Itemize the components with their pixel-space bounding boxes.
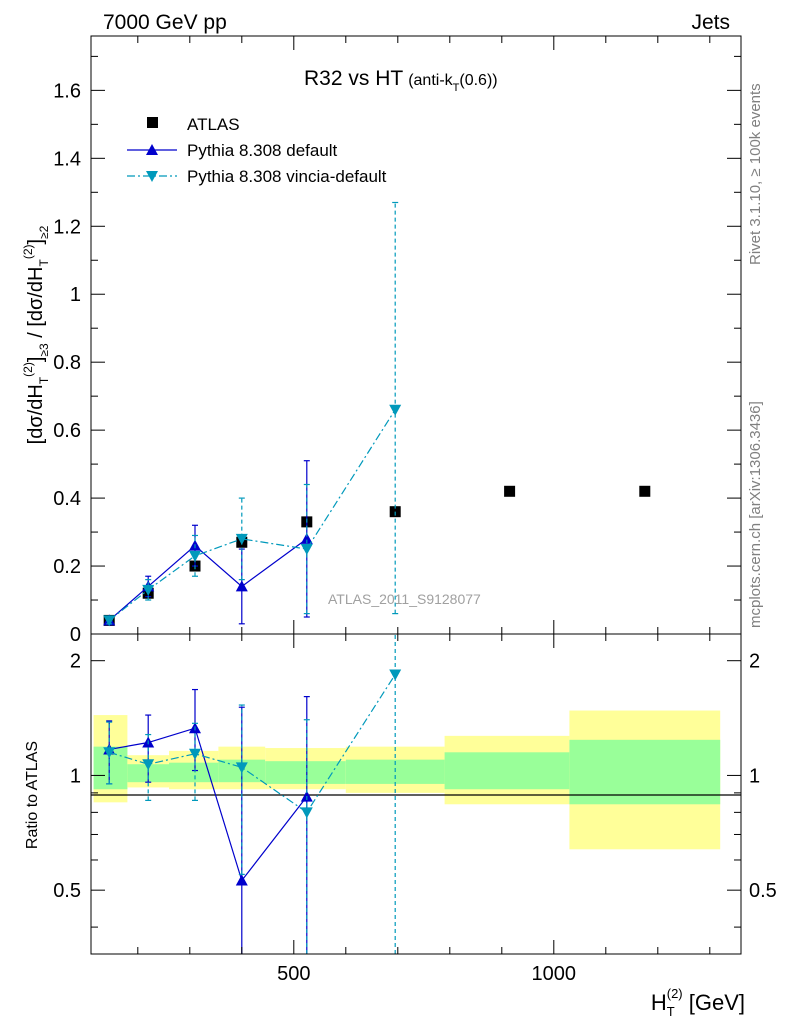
- main-panel: 0 0.2 0.4 0.6 0.8 1 1.2 1.4 1.6 R32 vs HT (anti-k…: [53, 35, 742, 646]
- main-axis-ticks: [91, 36, 741, 635]
- mcplots-reference-label: mcplots.cern.ch [arXiv:1306.3436]: [747, 401, 764, 628]
- ratio-data-point: [300, 807, 313, 819]
- ratio-data-point: [103, 747, 116, 759]
- header-beam-label: 7000 GeV pp: [103, 11, 227, 34]
- ratio-uncertainty-bands: [93, 710, 721, 850]
- main-y-tick-label: 0.6: [53, 420, 81, 442]
- ratio-y-tick-label-right: 2: [749, 651, 760, 673]
- main-series-line: [108, 409, 396, 621]
- main-data-point: [504, 485, 516, 497]
- main-data-point: [142, 584, 155, 596]
- main-data-point: [235, 580, 248, 592]
- main-data-point: [389, 404, 402, 416]
- legend-pythia-default-marker: [146, 144, 158, 155]
- ratio-data-point: [189, 748, 201, 760]
- x-tick-label: 1000: [532, 963, 577, 985]
- ratio-series-1: [103, 634, 402, 954]
- ratio-series-0: [103, 688, 313, 954]
- x-tick-label: 500: [277, 963, 310, 985]
- main-y-tick-label: 1.6: [53, 80, 81, 102]
- ratio-y-axis-title: Ratio to ATLAS: [24, 741, 41, 849]
- main-data-point: [103, 615, 116, 627]
- plot-title: R32 vs HT (anti-kT(0.6)): [304, 67, 498, 94]
- ratio-panel-frame: [90, 633, 742, 955]
- main-y-axis-title: [dσ/dHT(2)]≥3 / [dσ/dHT(2)]≥2: [21, 225, 51, 444]
- ratio-y-tick-label: 1: [70, 765, 81, 787]
- legend-atlas-label: ATLAS: [187, 115, 240, 134]
- analysis-watermark: ATLAS_2011_S9128077: [328, 591, 481, 607]
- legend-pythia-vincia-marker: [146, 171, 158, 182]
- ratio-data-point: [235, 874, 248, 886]
- main-data-point: [189, 550, 201, 562]
- legend-pythia-vincia-label: Pythia 8.308 vincia-default: [187, 167, 387, 186]
- main-data-point: [235, 533, 248, 545]
- ratio-band-green: [569, 739, 721, 805]
- main-y-tick-label: 1.2: [53, 216, 81, 238]
- main-series-2: [103, 201, 402, 627]
- ratio-series-layer: [103, 634, 402, 954]
- main-data-point: [300, 544, 313, 556]
- main-data-point: [300, 532, 313, 544]
- main-y-tick-label: 0.8: [53, 352, 81, 374]
- plot-title-sub: (anti-k: [408, 72, 453, 89]
- main-series-line: [108, 538, 308, 621]
- main-series-layer: [103, 201, 651, 627]
- plot-title-sub-end: (0.6)): [459, 72, 497, 89]
- ratio-panel: 0.5 0.5 1 1 2 2 500 1000: [53, 633, 777, 985]
- ratio-axis-ticks: [91, 634, 741, 954]
- ratio-data-point: [235, 762, 248, 774]
- plot-title-main: R32 vs HT: [304, 67, 403, 90]
- main-y-axis-title-text: [dσ/dHT(2)]≥3 / [dσ/dHT(2)]≥2: [21, 225, 51, 444]
- ratio-y-tick-label-right: 1: [749, 765, 760, 787]
- ratio-y-tick-label: 0.5: [53, 880, 81, 902]
- x-axis-title: HT(2) [GeV]: [651, 986, 745, 1019]
- main-y-tick-label: 0.2: [53, 556, 81, 578]
- ratio-y-tick-label-right: 0.5: [749, 880, 777, 902]
- legend: ATLAS Pythia 8.308 default Pythia 8.308 …: [127, 115, 387, 186]
- legend-atlas-marker: [147, 117, 158, 128]
- ratio-band-green: [444, 752, 570, 790]
- ratio-band-green: [265, 761, 346, 784]
- header-process-label: Jets: [691, 11, 730, 34]
- main-y-tick-label: 1.4: [53, 148, 81, 170]
- main-y-tick-label: 0: [70, 624, 81, 646]
- main-y-tick-label: 0.4: [53, 488, 81, 510]
- ratio-band-green: [169, 762, 219, 783]
- x-tick-labels: 500 1000: [277, 963, 576, 985]
- ratio-data-point: [142, 759, 155, 771]
- plot-title-sub-subscript: T: [453, 82, 460, 94]
- ratio-y-tick-label: 2: [70, 651, 81, 673]
- main-y-tick-labels: 0 0.2 0.4 0.6 0.8 1 1.2 1.4 1.6: [53, 80, 81, 646]
- ratio-series-line: [109, 674, 396, 814]
- main-y-tick-label: 1: [70, 284, 81, 306]
- rivet-version-label: Rivet 3.1.10, ≥ 100k events: [747, 83, 764, 265]
- main-data-point: [639, 485, 651, 497]
- ratio-y-tick-labels: 0.5 0.5 1 1 2 2: [53, 651, 777, 902]
- legend-pythia-default-label: Pythia 8.308 default: [187, 141, 338, 160]
- ratio-data-point: [389, 669, 402, 681]
